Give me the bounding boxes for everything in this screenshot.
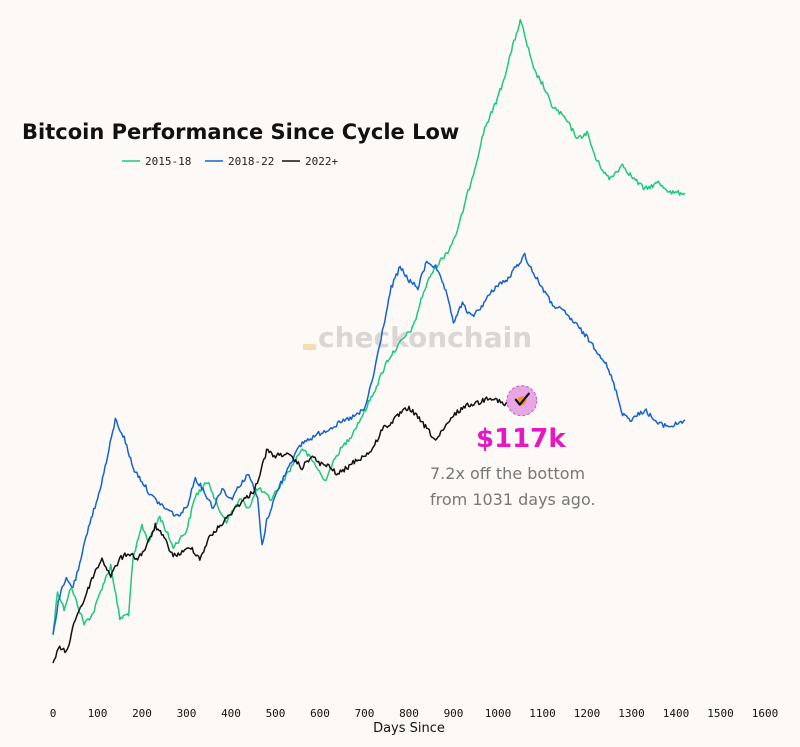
legend-label-2015-18: 2015-18 — [145, 155, 191, 168]
x-tick-label-600: 600 — [310, 707, 330, 720]
x-tick-label-1200: 1200 — [574, 707, 601, 720]
legend-label-2022: 2022+ — [305, 155, 338, 168]
watermark: checkonchain — [303, 321, 532, 354]
x-tick-label-1300: 1300 — [618, 707, 645, 720]
x-tick-label-1400: 1400 — [663, 707, 690, 720]
legend-label-2018-22: 2018-22 — [228, 155, 274, 168]
watermark-bar — [303, 344, 316, 350]
x-tick-label-0: 0 — [50, 707, 57, 720]
x-tick-label-300: 300 — [177, 707, 197, 720]
x-axis: 0 100 200 300 400 500 600 700 800 900 1000 1100 1200… — [50, 707, 779, 720]
x-tick-label-1600: 1600 — [752, 707, 779, 720]
multiple-note: 7.2x off the bottom — [430, 464, 585, 483]
x-tick-label-1000: 1000 — [485, 707, 512, 720]
series-line-2018-22 — [52, 252, 686, 635]
current-price-label: $117k — [476, 424, 566, 454]
x-tick-label-800: 800 — [399, 707, 419, 720]
chart-title: Bitcoin Performance Since Cycle Low — [22, 120, 459, 144]
series-line-2015-18 — [52, 18, 686, 635]
days-note: from 1031 days ago. — [430, 490, 596, 509]
series-line-2022 — [52, 396, 513, 664]
x-axis-label: Days Since — [373, 721, 445, 736]
x-tick-label-100: 100 — [88, 707, 108, 720]
legend: 2015-18 2018-22 2022+ — [122, 155, 338, 168]
watermark-text: checkonchain — [318, 321, 532, 354]
current-point-marker — [506, 385, 538, 417]
series-layer — [52, 18, 686, 664]
x-tick-label-200: 200 — [132, 707, 152, 720]
x-tick-label-400: 400 — [221, 707, 241, 720]
x-tick-label-700: 700 — [355, 707, 375, 720]
x-tick-label-900: 900 — [444, 707, 464, 720]
x-tick-label-500: 500 — [266, 707, 286, 720]
checkmark-icon — [514, 392, 530, 406]
x-tick-label-1100: 1100 — [529, 707, 556, 720]
x-tick-label-1500: 1500 — [707, 707, 734, 720]
